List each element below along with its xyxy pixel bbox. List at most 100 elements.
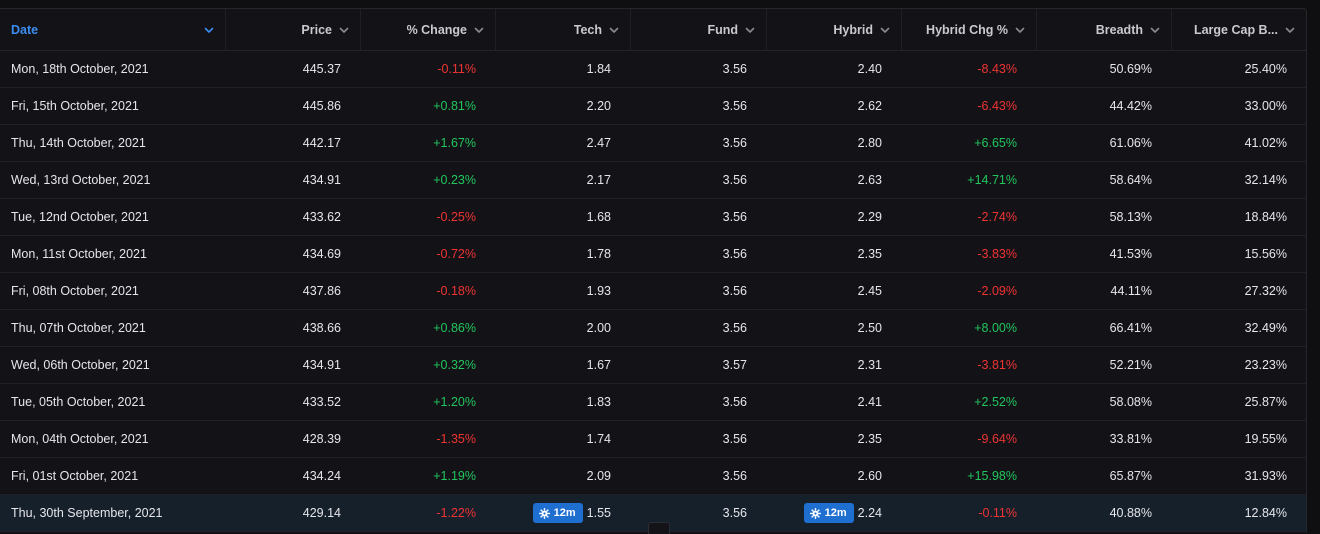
table-row[interactable]: Tue, 12nd October, 2021 433.62 -0.25% 1.68 3…: [0, 199, 1306, 236]
large-cap-breadth-cell: 23.23%: [1244, 358, 1287, 372]
table-row[interactable]: Tue, 05th October, 2021 433.52 +1.20% 1.83 3…: [0, 384, 1306, 421]
breadth-cell: 65.87%: [1109, 469, 1152, 483]
tech-cell: 1.78: [586, 247, 611, 261]
tech-cell: 2.00: [586, 321, 611, 335]
column-header-label: Breadth: [1095, 22, 1143, 37]
hybrid-cell: 2.63: [857, 173, 882, 187]
change-cell: +1.20%: [433, 395, 476, 409]
date-cell: Fri, 01st October, 2021: [11, 469, 139, 483]
table-row[interactable]: Fri, 15th October, 2021 445.86 +0.81% 2.20 3…: [0, 88, 1306, 125]
chevron-down-icon[interactable]: [879, 24, 891, 36]
date-cell: Wed, 06th October, 2021: [11, 358, 150, 372]
tech-cell: 1.84: [586, 62, 611, 76]
hybrid-cell: 2.80: [857, 136, 882, 150]
date-cell: Fri, 08th October, 2021: [11, 284, 139, 298]
change-cell: +0.81%: [433, 99, 476, 113]
chevron-down-icon[interactable]: [338, 24, 350, 36]
tech-cell: 1.74: [586, 432, 611, 446]
large-cap-breadth-cell: 18.84%: [1244, 210, 1287, 224]
change-cell: -0.25%: [436, 210, 476, 224]
column-header-tech[interactable]: Tech: [496, 9, 631, 50]
tech-cell: 1.67: [586, 358, 611, 372]
date-cell: Fri, 15th October, 2021: [11, 99, 139, 113]
chevron-down-icon[interactable]: [1149, 24, 1161, 36]
hybrid-change-cell: +8.00%: [974, 321, 1017, 335]
badge-label: 12m: [553, 507, 576, 519]
tech-cell: 2.20: [586, 99, 611, 113]
chevron-down-icon[interactable]: [744, 24, 756, 36]
badge-label: 12m: [824, 507, 847, 519]
hybrid-cell: 2.62: [857, 99, 882, 113]
column-header-label: % Change: [406, 22, 467, 37]
fund-cell: 3.56: [722, 247, 747, 261]
fund-cell: 3.56: [722, 506, 747, 520]
chevron-down-icon[interactable]: [203, 24, 215, 36]
timeframe-badge[interactable]: 12m: [532, 503, 583, 523]
large-cap-breadth-cell: 31.93%: [1244, 469, 1287, 483]
column-header-hybrid[interactable]: Hybrid: [767, 9, 902, 50]
price-cell: 434.69: [302, 247, 341, 261]
change-cell: +1.67%: [433, 136, 476, 150]
table-row[interactable]: Mon, 04th October, 2021 428.39 -1.35% 1.74 3…: [0, 421, 1306, 458]
data-table: Date Price % Change Tech Fund Hybrid Hybrid Ch…: [0, 8, 1307, 533]
fund-cell: 3.56: [722, 284, 747, 298]
column-header-large-cap-breadth[interactable]: Large Cap B...: [1172, 9, 1306, 50]
tech-cell: 2.17: [586, 173, 611, 187]
column-header-label: Tech: [573, 22, 602, 37]
column-header-hybrid-chg[interactable]: Hybrid Chg %: [902, 9, 1037, 50]
fund-cell: 3.56: [722, 395, 747, 409]
table-row[interactable]: Mon, 11st October, 2021 434.69 -0.72% 1.78 3…: [0, 236, 1306, 273]
column-header-date[interactable]: Date: [0, 9, 226, 50]
column-header-pct-change[interactable]: % Change: [361, 9, 496, 50]
table-row[interactable]: Thu, 14th October, 2021 442.17 +1.67% 2.47 3…: [0, 125, 1306, 162]
gear-icon: [809, 507, 821, 519]
fund-cell: 3.56: [722, 173, 747, 187]
column-header-fund[interactable]: Fund: [631, 9, 767, 50]
table-row[interactable]: Fri, 01st October, 2021 434.24 +1.19% 2.09 3…: [0, 458, 1306, 495]
hybrid-cell: 2.41: [857, 395, 882, 409]
price-cell: 429.14: [302, 506, 341, 520]
timeframe-badge[interactable]: 12m: [803, 503, 854, 523]
table-row[interactable]: Mon, 18th October, 2021 445.37 -0.11% 1.84 3…: [0, 51, 1306, 88]
price-cell: 434.24: [302, 469, 341, 483]
breadth-cell: 66.41%: [1109, 321, 1152, 335]
hybrid-change-cell: -2.09%: [977, 284, 1017, 298]
table-row[interactable]: Wed, 06th October, 2021 434.91 +0.32% 1.67 3…: [0, 347, 1306, 384]
tech-cell: 2.47: [586, 136, 611, 150]
large-cap-breadth-cell: 25.87%: [1244, 395, 1287, 409]
change-cell: -0.18%: [436, 284, 476, 298]
change-cell: -1.35%: [436, 432, 476, 446]
change-cell: -1.22%: [436, 506, 476, 520]
table-row[interactable]: Wed, 13rd October, 2021 434.91 +0.23% 2.17 3…: [0, 162, 1306, 199]
column-header-label: Large Cap B...: [1193, 22, 1278, 37]
chevron-down-icon[interactable]: [1014, 24, 1026, 36]
fund-cell: 3.56: [722, 469, 747, 483]
table-row[interactable]: Thu, 07th October, 2021 438.66 +0.86% 2.00 3…: [0, 310, 1306, 347]
price-cell: 438.66: [302, 321, 341, 335]
large-cap-breadth-cell: 27.32%: [1244, 284, 1287, 298]
large-cap-breadth-cell: 41.02%: [1244, 136, 1287, 150]
large-cap-breadth-cell: 15.56%: [1244, 247, 1287, 261]
chevron-down-icon[interactable]: [1284, 24, 1296, 36]
column-header-label: Date: [11, 22, 39, 37]
hybrid-cell: 2.45: [857, 284, 882, 298]
large-cap-breadth-cell: 32.14%: [1244, 173, 1287, 187]
price-cell: 437.86: [302, 284, 341, 298]
large-cap-breadth-cell: 19.55%: [1244, 432, 1287, 446]
hybrid-change-cell: -3.81%: [977, 358, 1017, 372]
date-cell: Mon, 18th October, 2021: [11, 62, 149, 76]
hybrid-change-cell: +6.65%: [974, 136, 1017, 150]
hybrid-change-cell: -6.43%: [977, 99, 1017, 113]
table-row[interactable]: Fri, 08th October, 2021 437.86 -0.18% 1.93 3…: [0, 273, 1306, 310]
breadth-cell: 33.81%: [1109, 432, 1152, 446]
breadth-cell: 50.69%: [1109, 62, 1152, 76]
chevron-down-icon[interactable]: [608, 24, 620, 36]
tech-cell: 1.83: [586, 395, 611, 409]
change-cell: +1.19%: [433, 469, 476, 483]
hybrid-change-cell: -0.11%: [978, 506, 1017, 520]
scroll-handle[interactable]: [648, 522, 670, 534]
column-header-breadth[interactable]: Breadth: [1037, 9, 1172, 50]
price-cell: 434.91: [302, 358, 341, 372]
chevron-down-icon[interactable]: [473, 24, 485, 36]
column-header-price[interactable]: Price: [226, 9, 361, 50]
